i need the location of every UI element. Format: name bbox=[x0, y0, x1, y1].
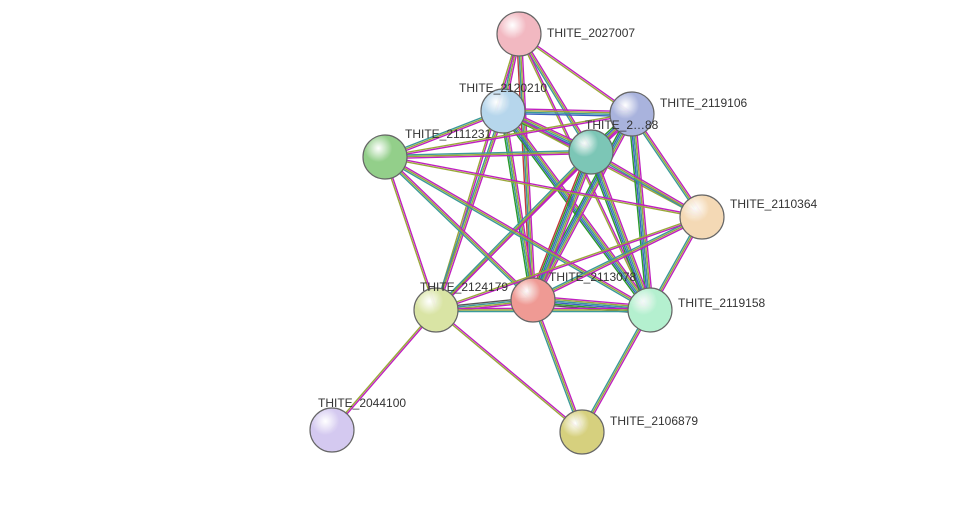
node-THITE_2111231[interactable] bbox=[363, 135, 407, 179]
node-THITE_2110364[interactable] bbox=[680, 195, 724, 239]
edge bbox=[331, 309, 435, 429]
node-THITE_2106879[interactable] bbox=[560, 410, 604, 454]
edge bbox=[333, 311, 437, 431]
node-THITE_2120210[interactable] bbox=[481, 89, 525, 133]
node-THITE_2113078[interactable] bbox=[511, 278, 555, 322]
node-THITE_2119106[interactable] bbox=[610, 92, 654, 136]
edge bbox=[534, 152, 592, 300]
node-THITE_2012488[interactable] bbox=[569, 130, 613, 174]
node-THITE_2044100[interactable] bbox=[310, 408, 354, 452]
edges-group bbox=[331, 33, 703, 433]
node-THITE_2027007[interactable] bbox=[497, 12, 541, 56]
node-THITE_2124179[interactable] bbox=[414, 288, 458, 332]
node-label: THITE_2110364 bbox=[730, 197, 817, 211]
node-label: THITE_2119158 bbox=[678, 296, 765, 310]
network-graph: THITE_2027007THITE_2120210THITE_2119106T… bbox=[0, 0, 976, 508]
node-label: THITE_2119106 bbox=[660, 96, 747, 110]
node-label: THITE_2106879 bbox=[610, 414, 698, 428]
node-label: THITE_2027007 bbox=[547, 26, 635, 40]
node-THITE_2119158[interactable] bbox=[628, 288, 672, 332]
